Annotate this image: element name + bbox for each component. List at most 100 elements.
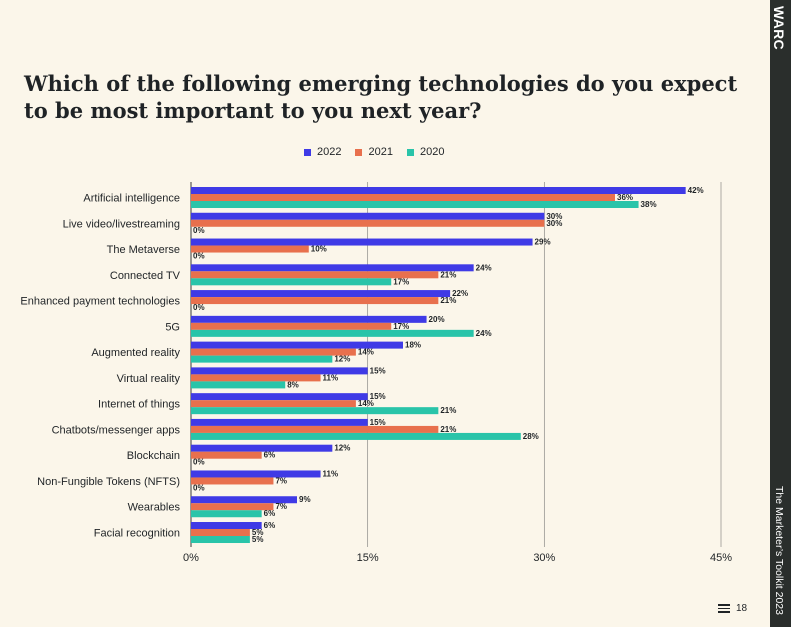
data-label: 17% [393,322,409,331]
page-footer: 18 [718,603,747,614]
bar-2020 [191,329,474,337]
bar-2020 [191,407,439,415]
data-label: 0% [193,458,205,467]
bar-2020 [191,536,250,544]
bar-2022 [191,367,368,375]
bar-2022 [191,393,368,401]
category-label: Connected TV [110,270,181,282]
bar-2021 [191,503,274,511]
category-label: Non-Fungible Tokens (NFTS) [37,476,180,488]
data-label: 14% [358,348,374,357]
legend-item-2021: 2021 [355,146,393,158]
bar-2021 [191,425,439,433]
legend-swatch [406,148,414,156]
category-label: Chatbots/messenger apps [52,424,181,436]
bar-2022 [191,522,262,530]
bar-2021 [191,451,262,459]
bar-2021 [191,297,439,305]
data-label: 21% [440,296,456,305]
bar-2022 [191,212,545,220]
data-label: 0% [193,252,205,261]
data-label: 36% [617,193,633,202]
bar-2022 [191,264,474,272]
data-label: 11% [323,469,339,478]
legend-swatch [355,148,363,156]
category-label: Facial recognition [94,528,180,540]
data-label: 0% [193,303,205,312]
bar-2021 [191,194,615,201]
bar-2022 [191,418,368,426]
bar-2022 [191,470,321,478]
data-label: 9% [299,495,311,504]
bar-2022 [191,315,427,323]
legend-item-2022: 2022 [304,146,341,158]
bar-2021 [191,374,321,382]
bar-2021 [191,322,392,330]
data-label: 30% [546,219,562,228]
chart-title: Which of the following emerging technolo… [24,71,738,123]
data-label: 15% [370,392,386,401]
category-label: Artificial intelligence [83,193,180,205]
category-label: Virtual reality [117,373,181,385]
bar-2022 [191,341,403,349]
data-label: 12% [334,355,350,364]
data-label: 6% [264,509,276,518]
data-label: 8% [287,380,299,389]
bar-2020 [191,432,521,440]
data-label: 30% [546,212,562,221]
data-label: 24% [476,263,492,272]
legend-item-2020: 2020 [406,146,445,158]
contents-list-icon[interactable] [718,604,730,613]
legend-label: 2020 [419,146,445,158]
data-label: 18% [405,341,421,350]
bar-2021 [191,219,545,227]
data-label: 0% [193,483,205,492]
brand-logo: WARC [771,6,787,50]
data-label: 5% [252,528,264,537]
data-label: 5% [252,535,264,544]
legend-swatch [304,148,311,156]
bar-2022 [191,496,297,504]
data-label: 6% [264,451,276,460]
bar-2021 [191,348,356,356]
legend-label: 2022 [317,146,342,158]
category-label: Wearables [128,502,181,514]
publication-caption: The Marketer’s Toolkit 2023 [773,486,785,615]
data-label: 14% [358,399,374,408]
data-label: 42% [688,186,704,195]
data-label: 21% [440,425,456,434]
bar-2021 [191,245,309,253]
bar-2021 [191,400,356,408]
bar-2020 [191,381,286,389]
bar-2021 [191,271,439,279]
bar-2022 [191,187,686,194]
data-label: 7% [275,502,287,511]
bar-2020 [191,355,333,363]
bar-2022 [191,290,451,298]
data-label: 17% [393,277,409,286]
data-label: 29% [535,238,551,247]
bar-2020 [191,510,262,518]
bar-2022 [191,238,533,246]
data-label: 0% [193,226,205,235]
x-tick-label: 15% [357,552,379,564]
x-tick-label: 0% [183,552,199,564]
category-label: Live video/livestreaming [63,218,180,230]
data-label: 11% [323,373,339,382]
data-label: 15% [370,418,386,427]
data-label: 21% [440,406,456,415]
x-tick-label: 30% [533,552,555,564]
category-label: Blockchain [127,450,180,462]
data-label: 7% [275,476,287,485]
legend-label: 2021 [368,146,393,158]
data-label: 20% [429,315,445,324]
category-label: The Metaverse [107,244,180,256]
data-label: 21% [440,270,456,279]
data-label: 10% [311,245,327,254]
side-bar [770,0,791,627]
chart-legend: 2022 2021 2020 [304,146,444,158]
category-label: Augmented reality [91,347,180,359]
data-label: 15% [370,366,386,375]
category-label: 5G [165,321,180,333]
